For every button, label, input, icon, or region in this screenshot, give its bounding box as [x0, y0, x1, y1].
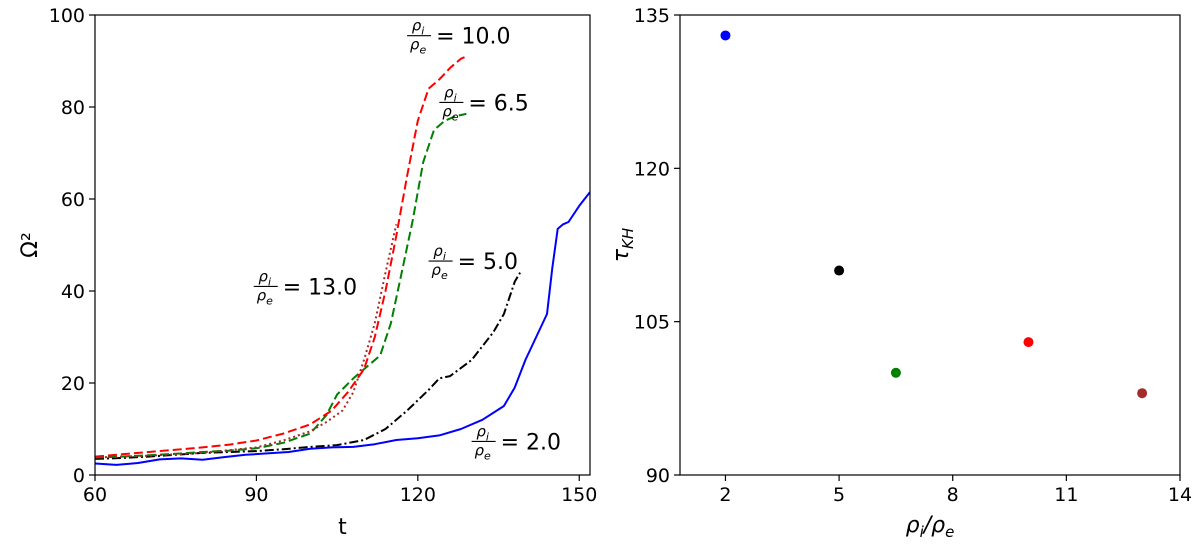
left-y-tick-label: 0 [73, 465, 85, 487]
right-x-tick-label: 2 [719, 484, 731, 506]
scatter-point [834, 265, 845, 276]
right-y-axis-label: τKH [609, 228, 637, 262]
left-x-tick-label: 60 [83, 484, 107, 506]
left-y-tick-label: 60 [61, 189, 85, 211]
left-series-group [95, 55, 590, 466]
right-y-tick-label: 90 [646, 465, 670, 487]
annotation-fraction-denominator: ρe [442, 102, 459, 123]
right-x-tick-label: 8 [947, 484, 959, 506]
series-line-rho-13-0 [95, 224, 398, 459]
annotation-fraction-denominator: ρe [474, 441, 491, 462]
annotation-fraction-numerator: ρi [444, 83, 457, 104]
right-x-tick-label: 11 [1054, 484, 1078, 506]
left-x-axis-label: t [338, 515, 347, 540]
left-plot-frame [94, 14, 591, 476]
series-line-rho-5-0 [95, 272, 521, 460]
left-y-axis-label: Ω² [18, 232, 43, 258]
left-y-tick-label: 80 [61, 97, 85, 119]
right-x-axis-label: ρi/ρe [906, 513, 955, 541]
left-x-tick-label: 90 [244, 484, 268, 506]
series-line-rho-6-5 [95, 112, 467, 459]
left-y-tick-label: 20 [61, 373, 85, 395]
left-x-tick-label: 150 [561, 484, 597, 506]
annotation-fraction-denominator: ρe [431, 261, 448, 282]
annotation-fraction-numerator: ρi [476, 422, 489, 443]
annotation-fraction-numerator: ρi [258, 267, 271, 288]
annotation-value: = 13.0 [283, 275, 357, 300]
annotation-value: = 6.5 [468, 91, 528, 116]
annotation-value: = 2.0 [501, 430, 561, 455]
series-line-rho-10-0 [95, 55, 467, 458]
left-x-tick-label: 120 [400, 484, 436, 506]
scatter-point [890, 367, 901, 378]
annotation-fraction-denominator: ρe [410, 36, 427, 57]
scatter-point [1137, 388, 1148, 399]
scatter-point [720, 30, 731, 41]
left-y-tick-label: 40 [61, 281, 85, 303]
right-plot-frame [679, 14, 1181, 476]
right-x-tick-label: 5 [833, 484, 845, 506]
annotation-fraction-numerator: ρi [433, 242, 446, 263]
left-y-tick-label: 100 [49, 5, 85, 27]
right-panel: 2 5 8 11 14 90 105 120 135 ρi/ρe τKH [609, 5, 1192, 541]
right-y-tick-label: 135 [634, 5, 670, 27]
right-x-tick-label: 14 [1168, 484, 1192, 506]
annotation-value: = 10.0 [436, 25, 510, 50]
annotation-fraction-numerator: ρi [412, 17, 425, 38]
series-line-rho-2-0 [95, 191, 590, 466]
scatter-point [1023, 337, 1034, 348]
annotation-fraction-denominator: ρe [257, 286, 274, 307]
annotation-value: = 5.0 [458, 250, 518, 275]
right-y-tick-label: 105 [634, 312, 670, 334]
right-y-tick-label: 120 [634, 158, 670, 180]
